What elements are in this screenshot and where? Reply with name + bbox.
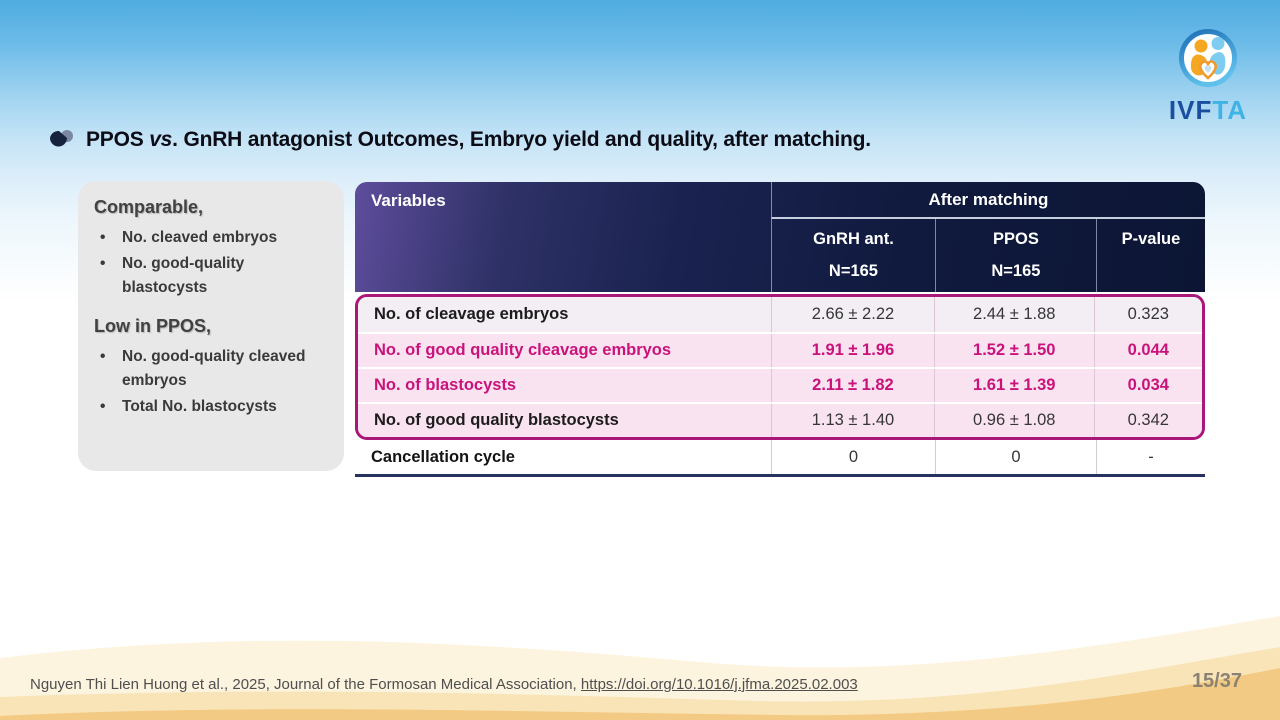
- row-p-value: 0.342: [1093, 404, 1202, 437]
- row-ppos-value: 1.52 ± 1.50: [933, 334, 1094, 367]
- list-item: Total No. blastocysts: [94, 395, 330, 419]
- header-gnrh-label: GnRH ant.: [813, 230, 894, 248]
- row-label: No. of blastocysts: [374, 376, 517, 394]
- header-after-matching: After matching: [770, 182, 1205, 219]
- summary-heading-comparable: Comparable,: [94, 197, 204, 217]
- row-ppos-value: 0: [934, 440, 1096, 474]
- row-gnrh-value: 2.66 ± 2.22: [771, 297, 934, 332]
- title-part1: PPOS: [86, 128, 150, 151]
- highlight-box: No. of cleavage embryos 2.66 ± 2.22 2.44…: [355, 294, 1205, 440]
- outcomes-table: Variables After matching GnRH ant. N=165…: [355, 182, 1205, 477]
- title-part2: . GnRH antagonist Outcomes, Embryo yield…: [172, 128, 871, 151]
- row-ppos-value: 0.96 ± 1.08: [933, 404, 1094, 437]
- list-item: No. cleaved embryos: [94, 226, 330, 250]
- doi-link[interactable]: https://doi.org/10.1016/j.jfma.2025.02.0…: [580, 676, 858, 693]
- row-ppos-value: 2.44 ± 1.88: [933, 297, 1094, 332]
- summary-heading-low-in-ppos: Low in PPOS,: [94, 316, 212, 337]
- row-label: Cancellation cycle: [371, 447, 515, 466]
- summary-list-comparable: No. cleaved embryos No. good-quality bla…: [94, 226, 330, 300]
- header-ppos-n: N=165: [991, 262, 1041, 280]
- row-gnrh-value: 0: [770, 440, 935, 474]
- list-item: No. good-quality cleaved embryos: [94, 345, 330, 393]
- header-pvalue-label: P-value: [1121, 230, 1181, 248]
- title-row: PPOS vs. GnRH antagonist Outcomes, Embry…: [48, 128, 871, 152]
- row-p-value: -: [1095, 440, 1205, 474]
- table-row: No. of cleavage embryos 2.66 ± 2.22 2.44…: [358, 297, 1202, 332]
- table-row: No. of good quality cleavage embryos 1.9…: [358, 332, 1202, 367]
- page-number: 15/37: [1191, 670, 1242, 692]
- logo-text-ta: TA: [1212, 95, 1248, 125]
- row-label: No. of good quality cleavage embryos: [374, 341, 672, 359]
- row-ppos-value: 1.61 ± 1.39: [933, 369, 1094, 402]
- table-row: No. of blastocysts 2.11 ± 1.82 1.61 ± 1.…: [358, 367, 1202, 402]
- citation: Nguyen Thi Lien Huong et al., 2025, Jour…: [30, 676, 858, 693]
- row-p-value: 0.034: [1093, 369, 1202, 402]
- citation-text: Nguyen Thi Lien Huong et al., 2025, Jour…: [30, 676, 581, 693]
- summary-list-low-in-ppos: No. good-quality cleaved embryos Total N…: [94, 345, 330, 419]
- header-gnrh-n: N=165: [828, 262, 878, 280]
- row-gnrh-value: 1.13 ± 1.40: [771, 404, 934, 437]
- ivfta-logo: IVFTA: [1158, 28, 1258, 123]
- table-row: No. of good quality blastocysts 1.13 ± 1…: [358, 402, 1202, 437]
- header-pvalue-column: P-value: [1095, 219, 1205, 292]
- table-header: Variables After matching GnRH ant. N=165…: [355, 182, 1205, 292]
- page-title: PPOS vs. GnRH antagonist Outcomes, Embry…: [86, 128, 871, 152]
- row-label: No. of good quality blastocysts: [374, 411, 619, 429]
- list-item: No. good-quality blastocysts: [94, 252, 330, 300]
- row-gnrh-value: 1.91 ± 1.96: [771, 334, 934, 367]
- header-ppos-column: PPOS N=165: [934, 219, 1096, 292]
- logo-text-ivf: IVF: [1168, 95, 1213, 125]
- table-row-cancellation: Cancellation cycle 0 0 -: [355, 440, 1205, 477]
- summary-box: Comparable, No. cleaved embryos No. good…: [78, 181, 344, 471]
- ivfta-logo-icon: [1179, 29, 1237, 87]
- row-gnrh-value: 2.11 ± 1.82: [771, 369, 934, 402]
- row-p-value: 0.044: [1093, 334, 1202, 367]
- row-p-value: 0.323: [1093, 297, 1202, 332]
- header-ppos-label: PPOS: [993, 230, 1039, 248]
- title-italic-vs: vs: [149, 128, 173, 151]
- ivfta-logo-text: IVFTA: [1158, 97, 1258, 123]
- header-gnrh-column: GnRH ant. N=165: [770, 219, 935, 292]
- title-bullet-icon: [50, 130, 73, 147]
- header-variables: Variables: [371, 191, 446, 210]
- bottom-waves-decoration: [0, 616, 1280, 720]
- row-label: No. of cleavage embryos: [374, 305, 569, 323]
